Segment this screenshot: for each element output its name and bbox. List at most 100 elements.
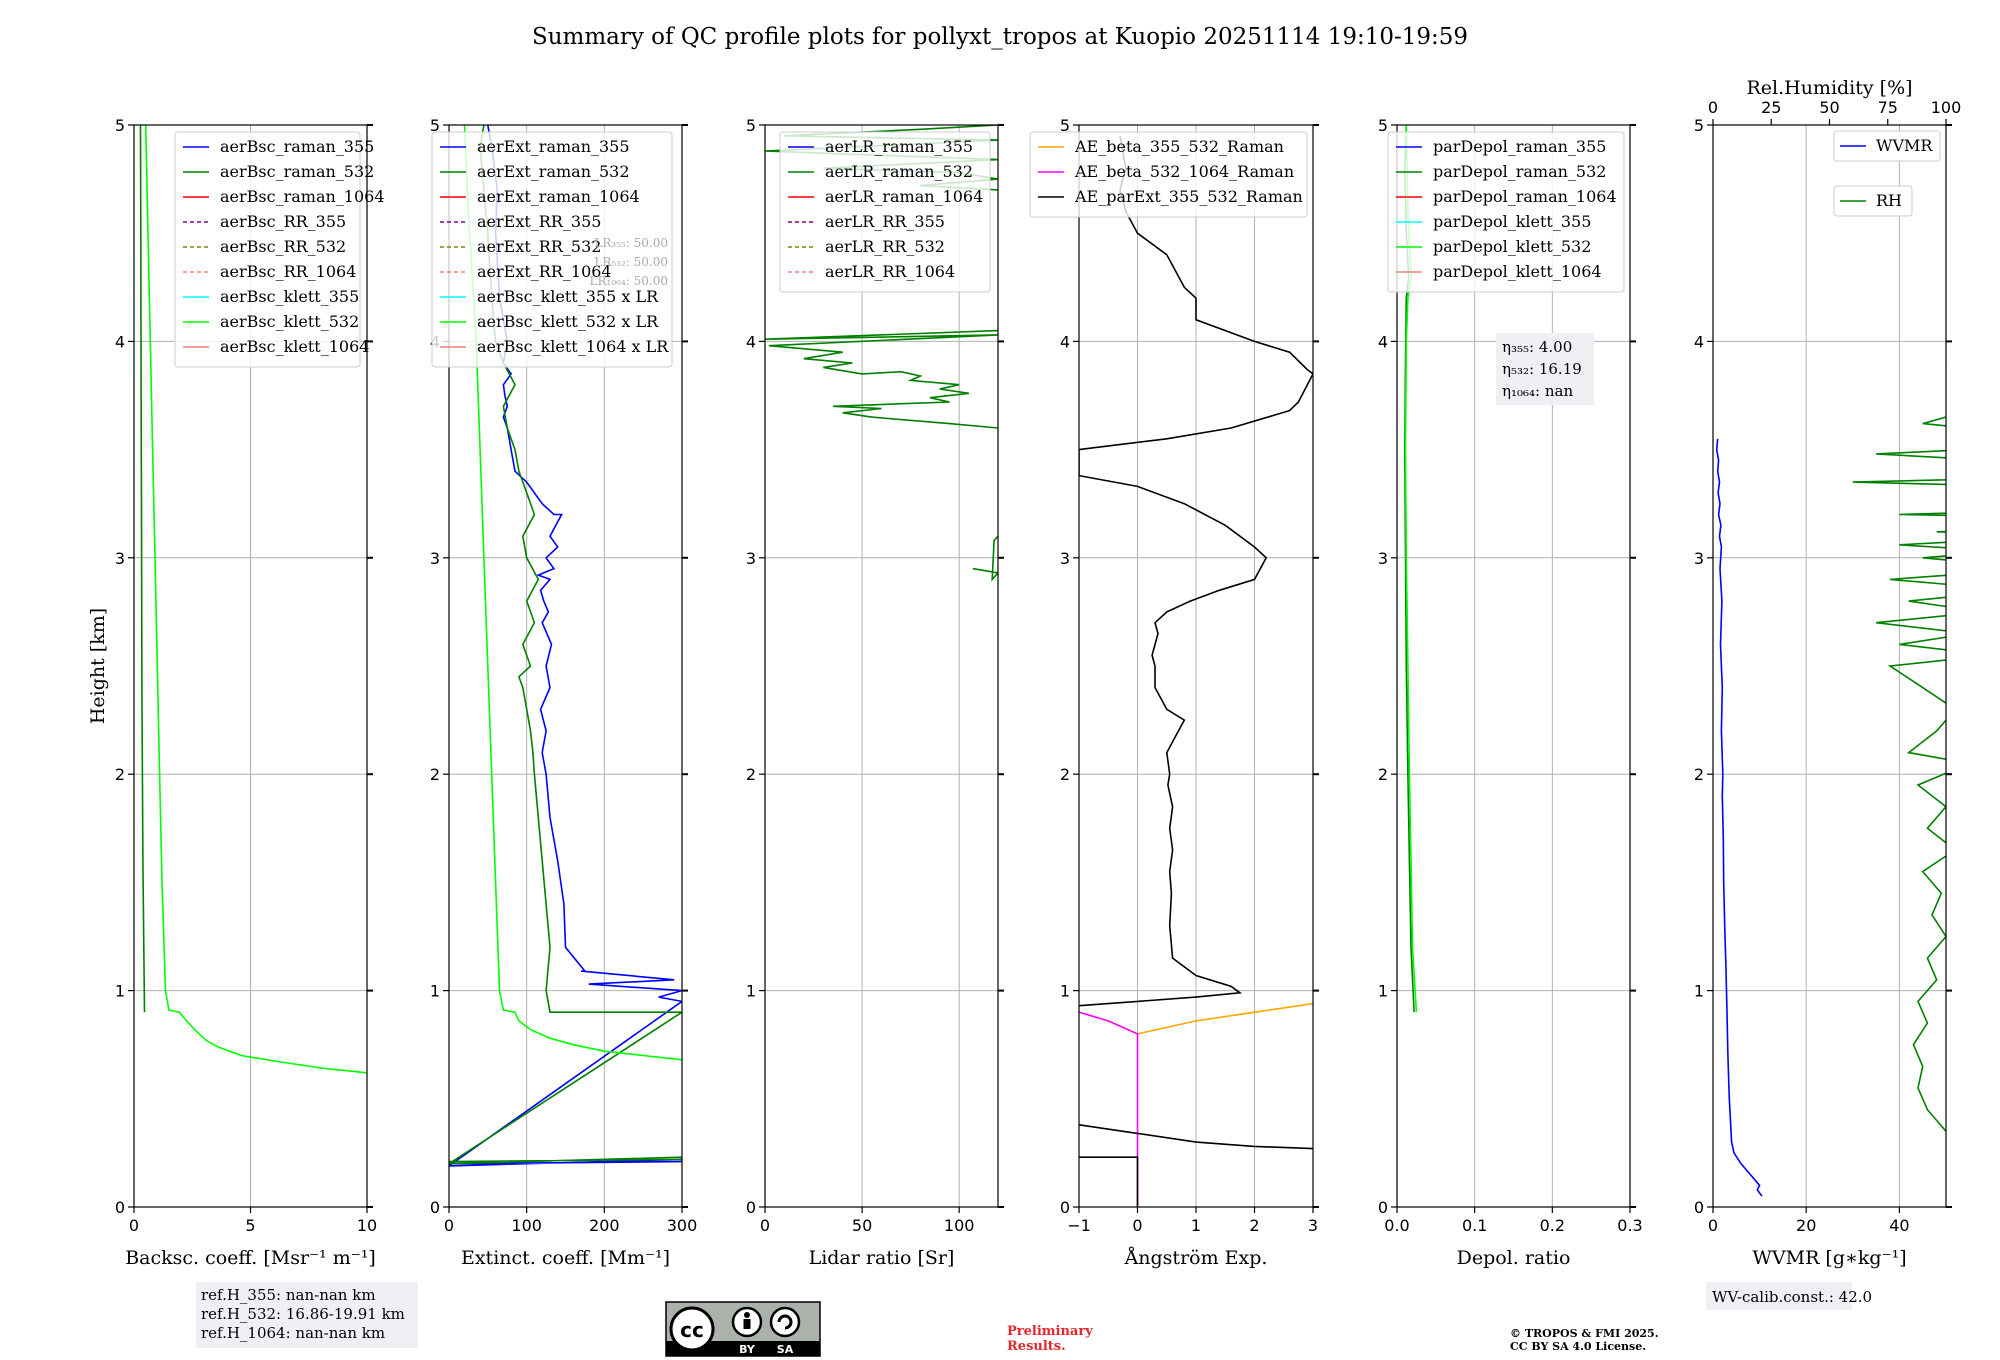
x-axis-label-wv: WVMR [g∗kg⁻¹] xyxy=(1752,1247,1906,1269)
x-tick-label: 0.0 xyxy=(1384,1216,1409,1235)
y-tick-label: 0 xyxy=(746,1198,756,1217)
panel-ext: 0100200300012345Extinct. coeff. [Mm⁻¹]ae… xyxy=(430,116,697,1269)
x2-tick-label: 100 xyxy=(1931,98,1962,117)
wv-calib-box: WV-calib.const.: 42.0 xyxy=(1706,1282,1872,1310)
x-tick-label: 5 xyxy=(245,1216,255,1235)
legend-entry-aerext-rr-355: aerExt_RR_355 xyxy=(477,212,601,231)
y-tick-label: 4 xyxy=(1694,332,1704,351)
series-aerlr-raman-532 xyxy=(765,329,998,429)
y-tick-label: 2 xyxy=(430,765,440,784)
x-tick-label: 0 xyxy=(760,1216,770,1235)
eta-annotation: η₃₅₅: 4.00 xyxy=(1502,338,1572,356)
y-tick-label: 4 xyxy=(1060,332,1070,351)
legend-entry-pardepol-raman-1064: parDepol_raman_1064 xyxy=(1433,187,1617,206)
y-tick-label: 1 xyxy=(746,982,756,1001)
x-tick-label: 0 xyxy=(444,1216,454,1235)
legend-entry-aerlr-raman-532: aerLR_raman_532 xyxy=(825,162,973,181)
y-tick-label: 2 xyxy=(746,765,756,784)
x-tick-label: 50 xyxy=(852,1216,872,1235)
legend-entry-aerbsc-rr-1064: aerBsc_RR_1064 xyxy=(220,262,356,281)
series-aerbsc-klett-532 xyxy=(144,125,367,1074)
legend-entry-aerlr-raman-355: aerLR_raman_355 xyxy=(825,137,973,156)
legend-entry-aerext-raman-1064: aerExt_raman_1064 xyxy=(477,187,640,206)
y-tick-label: 5 xyxy=(1060,116,1070,135)
legend-entry-aerbsc-klett-355: aerBsc_klett_355 xyxy=(220,287,359,306)
cc-icon xyxy=(669,1306,715,1352)
cc-by-sa-badge: cc BY SA xyxy=(665,1301,821,1357)
y-tick-label: 3 xyxy=(1378,549,1388,568)
wv-calib-text: WV-calib.const.: 42.0 xyxy=(1712,1288,1872,1306)
legend-entry-aerlr-rr-532: aerLR_RR_532 xyxy=(825,237,945,256)
y-tick-label: 4 xyxy=(115,332,125,351)
y-tick-label: 1 xyxy=(1378,982,1388,1001)
y-tick-label: 2 xyxy=(1060,765,1070,784)
x-tick-label: 10 xyxy=(357,1216,377,1235)
cc-label: cc xyxy=(680,1318,704,1342)
x-tick-label: −1 xyxy=(1067,1216,1091,1235)
axes-frame-wv xyxy=(1712,124,1947,1208)
legend-entry-rh: RH xyxy=(1876,191,1902,210)
y-tick-label: 5 xyxy=(1378,116,1388,135)
legend-entry-aerlr-rr-355: aerLR_RR_355 xyxy=(825,212,945,231)
series-ae-parext-355-532-raman-main xyxy=(1079,135,1313,1007)
x-tick-label: 200 xyxy=(589,1216,620,1235)
x-tick-label: 0 xyxy=(1132,1216,1142,1235)
y-tick-label: 5 xyxy=(1694,116,1704,135)
copyright-line-1: © TROPOS & FMI 2025. xyxy=(1510,1327,1659,1340)
preliminary-line-1: Preliminary xyxy=(1007,1324,1093,1339)
x-axis-label-bsc: Backsc. coeff. [Msr⁻¹ m⁻¹] xyxy=(125,1247,376,1269)
series-aerext-raman-355 xyxy=(449,125,682,1167)
y-tick-label: 0 xyxy=(1378,1198,1388,1217)
y-tick-label: 3 xyxy=(115,549,125,568)
y-tick-label: 3 xyxy=(1060,549,1070,568)
grid-wv xyxy=(1712,124,1946,1208)
y-tick-label: 1 xyxy=(1694,982,1704,1001)
axes-frame-depol xyxy=(1396,124,1631,1208)
share-alike-icon xyxy=(769,1306,801,1338)
legend-entry-aerbsc-klett-1064: aerBsc_klett_1064 xyxy=(220,337,369,356)
legend-wvmr: WVMR xyxy=(1833,130,1941,162)
legend-entry-pardepol-klett-1064: parDepol_klett_1064 xyxy=(1433,262,1602,281)
x2-tick-label: 50 xyxy=(1819,98,1839,117)
y-tick-label: 5 xyxy=(115,116,125,135)
ref-height-355: ref.H_355: nan-nan km xyxy=(201,1286,376,1304)
eta-annotation-box: η₃₅₅: 4.00 η₅₃₂: 16.19 η₁₀₆₄: nan xyxy=(1496,333,1594,405)
series-ae-parext-355-532-raman-low xyxy=(1079,1124,1313,1150)
y-tick-label: 4 xyxy=(1378,332,1388,351)
eta-annotation: η₁₀₆₄: nan xyxy=(1502,382,1573,400)
legend-lr: aerLR_raman_355 aerLR_raman_532 aerLR_rama… xyxy=(779,131,991,293)
sa-label: SA xyxy=(777,1343,794,1356)
panel-wv: 0 20 40 0 1 2 3 4 5 WVMR [g∗kg⁻¹] 0 25 50 75 100 Rel.Hu… xyxy=(1694,77,1962,1269)
x2-tick-label: 0 xyxy=(1708,98,1718,117)
lr-annotation: LR₅₃₂: 50.00 xyxy=(594,255,668,269)
ref-height-532: ref.H_532: 16.86-19.91 km xyxy=(201,1305,405,1323)
legend-entry-aerext-rr-1064: aerExt_RR_1064 xyxy=(477,262,612,281)
legend-depol: parDepol_raman_355 parDepol_raman_532 parD… xyxy=(1387,131,1625,293)
y-tick-label: 3 xyxy=(430,549,440,568)
copyright-line-2: CC BY SA 4.0 License. xyxy=(1510,1340,1646,1353)
y-tick-label: 0 xyxy=(1694,1198,1704,1217)
series-ae-beta-532-1064-raman xyxy=(1079,1011,1139,1207)
legend-entry-aerbsc-rr-532: aerBsc_RR_532 xyxy=(220,237,346,256)
x2-tick-label: 75 xyxy=(1878,98,1898,117)
x2-tick-label: 25 xyxy=(1761,98,1781,117)
x-tick-label: 40 xyxy=(1889,1216,1909,1235)
panel-depol: 0.0 0.1 0.2 0.3 0 1 2 3 4 5 Depol. ratio parDepol_r… xyxy=(1378,116,1643,1269)
legend-entry-pardepol-raman-355: parDepol_raman_355 xyxy=(1433,137,1606,156)
axes-frame-lr xyxy=(764,124,999,1208)
legend-entry-aerbsc-klett-532: aerBsc_klett_532 xyxy=(220,312,359,331)
x2-axis-label: Rel.Humidity [%] xyxy=(1746,77,1912,99)
x-tick-label: 0 xyxy=(1708,1216,1718,1235)
legend-entry-aerlr-raman-1064: aerLR_raman_1064 xyxy=(825,187,983,206)
x-tick-label: 100 xyxy=(511,1216,542,1235)
x-tick-label: 0.3 xyxy=(1617,1216,1642,1235)
ref-heights-box: ref.H_355: nan-nan km ref.H_532: 16.86-1… xyxy=(196,1282,418,1348)
x-tick-label: 300 xyxy=(667,1216,698,1235)
y-tick-label: 1 xyxy=(430,982,440,1001)
y-tick-label: 3 xyxy=(1694,549,1704,568)
y-axis-label: Height [km] xyxy=(87,608,109,724)
y-tick-label: 0 xyxy=(1060,1198,1070,1217)
legend-entry-pardepol-raman-532: parDepol_raman_532 xyxy=(1433,162,1606,181)
